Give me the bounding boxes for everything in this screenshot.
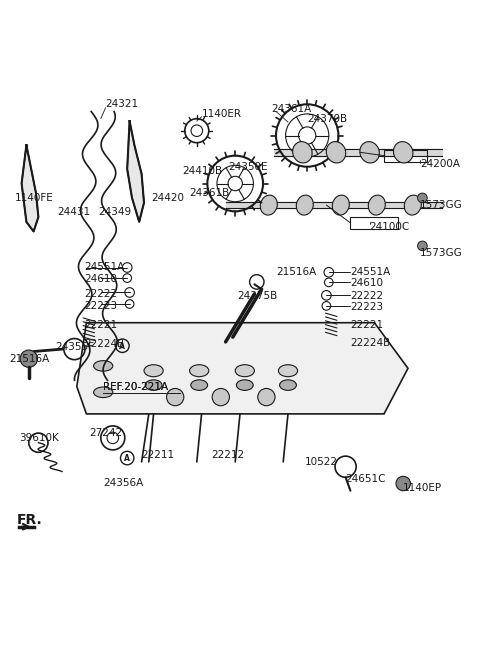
- Text: 22211: 22211: [142, 450, 175, 460]
- Text: 22222: 22222: [84, 289, 117, 299]
- Circle shape: [212, 388, 229, 405]
- Polygon shape: [127, 121, 144, 222]
- Ellipse shape: [236, 380, 253, 390]
- Text: A: A: [120, 342, 125, 350]
- Ellipse shape: [404, 195, 421, 215]
- Text: A: A: [124, 454, 130, 463]
- Text: 21516A: 21516A: [276, 267, 316, 277]
- Text: 24420: 24420: [151, 193, 184, 203]
- Text: 24410B: 24410B: [182, 166, 223, 176]
- Text: 24321: 24321: [106, 100, 139, 109]
- Text: 24361A: 24361A: [271, 104, 312, 114]
- Text: 22224B: 22224B: [84, 339, 124, 349]
- Text: 24355F: 24355F: [55, 342, 94, 352]
- Ellipse shape: [235, 365, 254, 377]
- Ellipse shape: [360, 141, 379, 163]
- Text: 22221: 22221: [350, 320, 384, 330]
- Text: 22224B: 22224B: [350, 338, 391, 348]
- Text: FR.: FR.: [17, 512, 43, 527]
- Text: 24431: 24431: [58, 207, 91, 217]
- Text: 24350E: 24350E: [228, 162, 267, 172]
- Text: 24375B: 24375B: [238, 291, 278, 301]
- Ellipse shape: [144, 365, 163, 377]
- Circle shape: [258, 388, 275, 405]
- Ellipse shape: [326, 141, 346, 163]
- Circle shape: [20, 350, 37, 367]
- Text: 22221: 22221: [84, 320, 117, 330]
- Ellipse shape: [293, 141, 312, 163]
- Ellipse shape: [278, 365, 298, 377]
- Text: 24551A: 24551A: [84, 263, 124, 272]
- Text: 27242: 27242: [89, 428, 122, 438]
- Ellipse shape: [260, 195, 277, 215]
- Text: 22223: 22223: [84, 301, 117, 311]
- Text: 24100C: 24100C: [370, 221, 410, 232]
- Text: REF.20-221A: REF.20-221A: [103, 383, 168, 392]
- Circle shape: [418, 193, 427, 202]
- Bar: [350, 217, 398, 229]
- Polygon shape: [77, 323, 408, 414]
- Text: 24349: 24349: [98, 207, 132, 217]
- Text: 22222: 22222: [350, 291, 384, 301]
- Text: 24356A: 24356A: [103, 479, 144, 489]
- Text: 39610K: 39610K: [19, 433, 59, 443]
- Ellipse shape: [296, 195, 313, 215]
- Text: 24361B: 24361B: [190, 188, 230, 198]
- Text: 24610: 24610: [350, 278, 384, 288]
- Text: 24551A: 24551A: [350, 267, 391, 277]
- Circle shape: [418, 241, 427, 251]
- Ellipse shape: [145, 380, 162, 390]
- Text: 10522: 10522: [305, 457, 338, 467]
- Text: 24370B: 24370B: [307, 114, 348, 124]
- Text: 24200A: 24200A: [420, 159, 460, 169]
- Ellipse shape: [279, 380, 296, 390]
- Ellipse shape: [94, 387, 113, 398]
- Circle shape: [167, 388, 184, 405]
- Ellipse shape: [332, 195, 349, 215]
- Text: 24610: 24610: [84, 274, 117, 284]
- Text: 1573GG: 1573GG: [420, 200, 463, 210]
- Polygon shape: [22, 145, 38, 231]
- Text: 1140FE: 1140FE: [14, 193, 53, 203]
- Ellipse shape: [394, 141, 413, 163]
- Text: 22223: 22223: [350, 302, 384, 312]
- Bar: [384, 150, 427, 162]
- Ellipse shape: [190, 365, 209, 377]
- Ellipse shape: [368, 195, 385, 215]
- Text: 1573GG: 1573GG: [420, 248, 463, 258]
- Text: 22212: 22212: [211, 450, 244, 460]
- Text: 21516A: 21516A: [10, 354, 50, 364]
- Text: 1140EP: 1140EP: [403, 483, 443, 493]
- Ellipse shape: [94, 361, 113, 371]
- Text: 1140ER: 1140ER: [202, 109, 241, 119]
- Circle shape: [396, 476, 410, 491]
- Text: REF.20-221A: REF.20-221A: [103, 383, 168, 392]
- Text: 24651C: 24651C: [346, 474, 386, 483]
- Ellipse shape: [191, 380, 207, 390]
